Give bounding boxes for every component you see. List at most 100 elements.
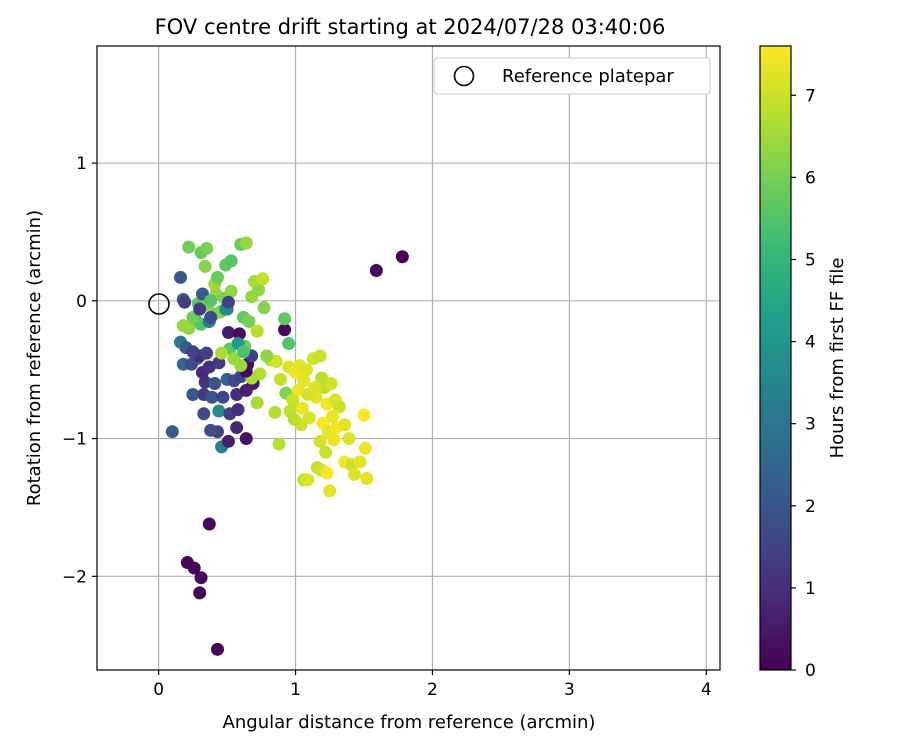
data-point <box>360 472 374 486</box>
data-point <box>184 357 198 371</box>
y-axis-label: Rotation from reference (arcmin) <box>24 210 45 506</box>
data-point <box>204 310 218 324</box>
data-point <box>232 327 246 341</box>
data-point <box>286 393 300 407</box>
data-point <box>178 295 192 309</box>
data-point <box>215 346 229 360</box>
data-point <box>202 517 216 531</box>
data-point <box>230 421 244 435</box>
legend-marker-icon <box>453 65 475 87</box>
data-point <box>194 571 208 585</box>
colorbar-gradient <box>759 45 792 671</box>
data-point <box>338 418 352 432</box>
colorbar: 0 1 2 3 4 5 6 7 Hours from first FF file <box>759 45 848 681</box>
data-point <box>278 312 292 326</box>
data-point <box>297 374 311 388</box>
data-point <box>239 432 253 446</box>
data-point <box>180 556 194 570</box>
data-point <box>200 346 214 360</box>
x-tick-label: 3 <box>564 680 575 700</box>
colorbar-tick-label: 3 <box>805 415 816 435</box>
colorbar-tick-label: 7 <box>805 86 816 106</box>
data-point <box>237 345 251 359</box>
data-point <box>221 326 235 340</box>
colorbar-tick-label: 0 <box>805 661 816 681</box>
x-axis-label: Angular distance from reference (arcmin) <box>223 712 596 733</box>
data-point <box>250 324 264 338</box>
data-point <box>301 473 315 487</box>
data-point <box>200 241 214 255</box>
data-point <box>250 396 264 410</box>
data-point <box>193 302 207 316</box>
data-point <box>260 349 274 363</box>
y-axis-ticks: −2 −1 0 1 <box>62 154 97 587</box>
data-points <box>165 236 409 656</box>
data-point <box>282 337 296 351</box>
data-point <box>205 390 219 404</box>
data-point <box>324 376 338 390</box>
data-point <box>326 410 340 424</box>
x-tick-label: 1 <box>290 680 301 700</box>
data-point <box>221 295 235 309</box>
data-point <box>320 466 334 480</box>
data-point <box>313 434 327 448</box>
data-point <box>358 441 372 455</box>
colorbar-tick-label: 4 <box>805 333 816 353</box>
data-point <box>269 354 283 368</box>
legend-box <box>433 57 711 95</box>
y-tick-label: −1 <box>62 430 87 450</box>
colorbar-tick-label: 5 <box>805 250 816 270</box>
legend-entry-reference: Reference platepar <box>502 66 674 87</box>
data-point <box>204 294 218 308</box>
data-point <box>313 349 327 363</box>
data-point <box>210 270 224 284</box>
data-point <box>273 372 287 386</box>
y-tick-label: 1 <box>76 154 87 174</box>
data-point <box>208 376 222 390</box>
data-point <box>224 254 238 268</box>
legend: Reference platepar <box>433 57 711 95</box>
data-point <box>347 467 361 481</box>
data-point <box>256 272 270 286</box>
data-point <box>353 455 367 469</box>
data-point <box>221 434 235 448</box>
data-point <box>210 642 224 656</box>
colorbar-tick-label: 1 <box>805 579 816 599</box>
data-point <box>319 445 333 459</box>
data-point <box>342 432 356 446</box>
data-point <box>272 437 286 451</box>
data-point <box>287 412 301 426</box>
data-point <box>198 259 212 273</box>
data-point <box>242 314 256 328</box>
y-tick-label: −2 <box>62 567 87 587</box>
data-point <box>165 425 179 439</box>
colorbar-tick-label: 6 <box>805 168 816 188</box>
x-tick-label: 4 <box>701 680 712 700</box>
data-point <box>204 423 218 437</box>
data-point <box>332 400 346 414</box>
data-point <box>357 408 371 422</box>
data-point <box>299 363 313 377</box>
data-point <box>308 381 322 395</box>
data-point <box>224 284 238 298</box>
y-tick-label: 0 <box>76 292 87 312</box>
data-point <box>295 401 309 415</box>
chart-title: FOV centre drift starting at 2024/07/28 … <box>155 15 666 39</box>
data-point <box>197 407 211 421</box>
data-point <box>257 301 271 315</box>
data-point <box>268 405 282 419</box>
x-tick-label: 2 <box>427 680 438 700</box>
data-point <box>216 390 230 404</box>
data-point <box>182 240 196 254</box>
data-point <box>278 323 292 337</box>
data-point <box>369 264 383 278</box>
data-point <box>327 433 341 447</box>
data-point <box>186 388 200 402</box>
x-tick-label: 0 <box>153 680 164 700</box>
data-point <box>234 359 248 373</box>
data-point <box>212 404 226 418</box>
data-point <box>315 371 329 385</box>
colorbar-label: Hours from first FF file <box>827 258 848 459</box>
data-point <box>231 403 245 417</box>
